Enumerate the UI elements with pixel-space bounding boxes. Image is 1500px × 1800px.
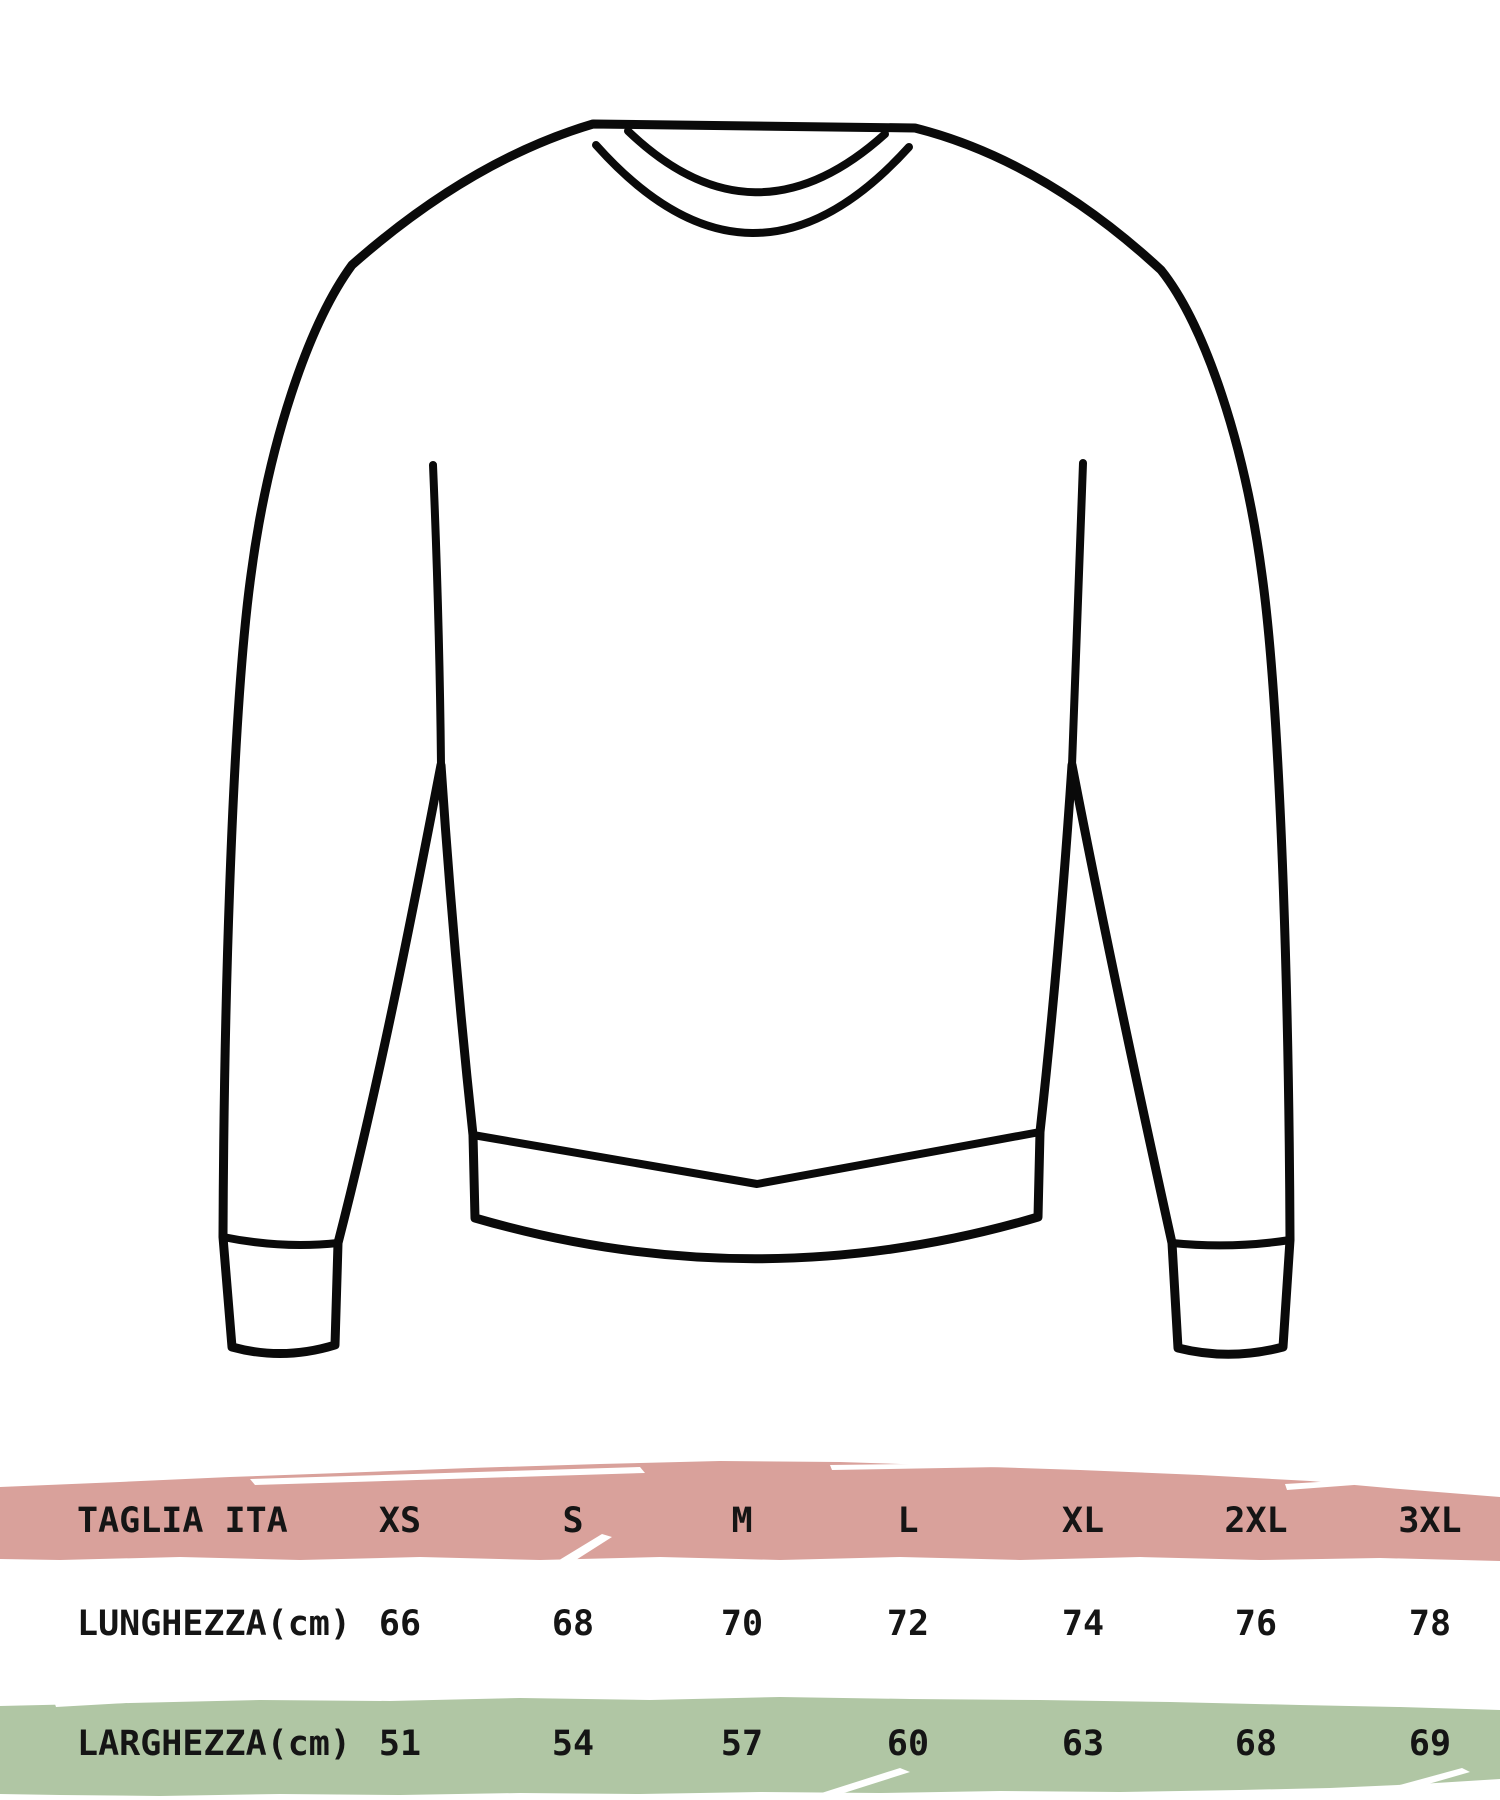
length-3xl: 78 [1408, 1604, 1452, 1644]
length-l: 72 [886, 1604, 930, 1644]
row-label-taglia: TAGLIA ITA [77, 1501, 288, 1541]
armhole-seam-right [1068, 459, 1087, 769]
length-xl: 74 [1061, 1604, 1105, 1644]
brush-gap [250, 1467, 645, 1485]
collar-inner-arc [624, 127, 889, 197]
sweatshirt-outline [218, 119, 1295, 1359]
hem-v-seam [469, 1128, 1044, 1188]
brush-gap [55, 1700, 126, 1707]
brush-gap [1378, 1768, 1470, 1795]
table-bands [0, 1461, 1500, 1799]
header-band-brush-gaps [250, 1463, 1354, 1565]
width-s: 54 [551, 1724, 595, 1764]
width-3xl: 69 [1408, 1724, 1452, 1764]
cuff-seam-left [219, 1233, 342, 1249]
brush-gap [812, 1768, 910, 1799]
length-2xl: 76 [1234, 1604, 1278, 1644]
width-l: 60 [886, 1724, 930, 1764]
size-col-l: L [897, 1501, 919, 1541]
size-col-s: S [562, 1501, 584, 1541]
width-2xl: 68 [1234, 1724, 1278, 1764]
row-label-lunghezza: LUNGHEZZA(cm) [77, 1604, 351, 1644]
size-col-m: M [731, 1501, 753, 1541]
length-xs: 66 [378, 1604, 422, 1644]
length-s: 68 [551, 1604, 595, 1644]
armhole-seam-left [429, 461, 445, 769]
length-m: 70 [720, 1604, 764, 1644]
size-col-2xl: 2XL [1224, 1501, 1288, 1541]
brush-gap [1285, 1480, 1354, 1490]
brush-gap [556, 1534, 612, 1565]
size-header-band [0, 1461, 1500, 1561]
width-xs: 51 [378, 1724, 422, 1764]
size-col-xs: XS [378, 1501, 422, 1541]
cuff-seam-right [1168, 1236, 1294, 1250]
row-label-larghezza: LARGHEZZA(cm) [77, 1724, 351, 1764]
sweatshirt-drawing [218, 119, 1295, 1359]
width-row-band [0, 1697, 1500, 1796]
brush-gap [830, 1463, 1002, 1470]
width-xl: 63 [1061, 1724, 1105, 1764]
size-col-xl: XL [1061, 1501, 1105, 1541]
size-col-3xl: 3XL [1398, 1501, 1462, 1541]
collar-outer-arc [592, 141, 913, 237]
width-m: 57 [720, 1724, 764, 1764]
width-band-brush-gaps [55, 1700, 1470, 1799]
